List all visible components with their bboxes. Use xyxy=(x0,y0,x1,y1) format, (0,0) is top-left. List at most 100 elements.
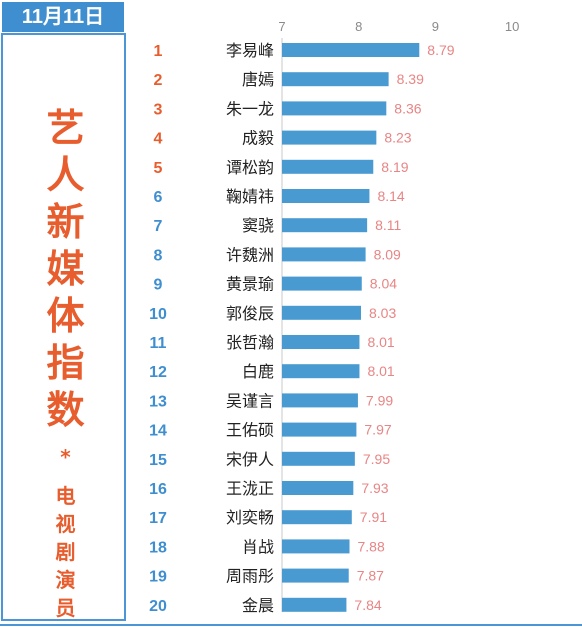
score-value-label: 7.99 xyxy=(366,392,393,408)
panel-subtitle-char: 演 xyxy=(55,568,76,592)
artist-name: 王佑硕 xyxy=(226,421,274,440)
panel-title-char: 数 xyxy=(46,388,85,432)
score-bar xyxy=(282,72,389,87)
rank-number: 14 xyxy=(149,423,167,440)
panel-subtitle-char: 剧 xyxy=(55,540,76,564)
rank-number: 20 xyxy=(149,598,167,615)
score-bar xyxy=(282,276,362,291)
rank-number: 2 xyxy=(154,72,163,89)
artist-name: 朱一龙 xyxy=(226,99,274,118)
rank-number: 11 xyxy=(150,335,167,352)
x-tick-label: 9 xyxy=(432,19,439,34)
x-tick-label: 10 xyxy=(505,19,519,34)
artist-name: 窦骁 xyxy=(242,216,274,235)
panel-subtitle: 电 视 剧 演 员 xyxy=(3,482,128,622)
score-bar xyxy=(282,364,360,379)
rank-number: 13 xyxy=(149,393,167,410)
score-value-label: 8.23 xyxy=(384,130,411,146)
score-value-label: 8.09 xyxy=(374,246,401,262)
rank-number: 19 xyxy=(149,569,167,586)
score-value-label: 8.04 xyxy=(370,276,397,292)
panel-subtitle-char: 视 xyxy=(55,512,76,536)
rank-number: 10 xyxy=(149,306,167,323)
bottom-border xyxy=(0,624,582,626)
score-bar xyxy=(282,130,377,145)
score-value-label: 8.79 xyxy=(427,42,454,58)
score-value-label: 8.01 xyxy=(367,334,394,350)
score-value-label: 8.39 xyxy=(397,71,424,87)
artist-name: 周雨彤 xyxy=(226,567,274,586)
rank-number: 6 xyxy=(154,189,163,206)
artist-name: 鞠婧祎 xyxy=(226,187,274,206)
score-value-label: 8.19 xyxy=(381,159,408,175)
score-bar xyxy=(282,597,347,612)
artist-name: 白鹿 xyxy=(242,362,274,381)
score-bar xyxy=(282,305,362,320)
rank-number: 12 xyxy=(149,364,167,381)
score-value-label: 7.97 xyxy=(364,422,391,438)
artist-name: 黄景瑜 xyxy=(226,275,274,294)
score-bar xyxy=(282,451,355,466)
artist-name: 金晨 xyxy=(242,596,274,615)
asterisk-mark: * xyxy=(60,445,71,469)
panel-subtitle-char: 员 xyxy=(55,596,76,620)
panel-title: 艺 人 新 媒 体 指 数 xyxy=(3,105,128,434)
score-value-label: 8.14 xyxy=(377,188,404,204)
x-tick-label: 7 xyxy=(278,19,285,34)
rank-number: 8 xyxy=(154,247,163,264)
score-value-label: 7.95 xyxy=(363,451,390,467)
rank-number: 17 xyxy=(149,510,167,527)
date-badge: 11月11日 xyxy=(2,2,124,32)
score-value-label: 7.87 xyxy=(357,568,384,584)
artist-name: 许魏洲 xyxy=(226,245,274,264)
score-bar xyxy=(282,422,357,437)
panel-title-char: 体 xyxy=(46,294,85,338)
panel-title-char: 人 xyxy=(46,153,85,197)
rank-number: 15 xyxy=(149,452,167,469)
score-bar xyxy=(282,247,366,262)
rank-number: 18 xyxy=(149,539,167,556)
score-value-label: 8.03 xyxy=(369,305,396,321)
score-bar xyxy=(282,101,387,116)
artist-name: 张哲瀚 xyxy=(226,333,274,352)
score-bar xyxy=(282,568,349,583)
panel-title-char: 媒 xyxy=(46,247,85,291)
score-value-label: 7.93 xyxy=(361,480,388,496)
score-bar xyxy=(282,510,352,525)
rank-number: 1 xyxy=(154,43,163,60)
score-bar xyxy=(282,43,420,57)
artist-name: 王泷正 xyxy=(226,479,274,498)
artist-name: 郭俊辰 xyxy=(226,304,274,323)
rank-number: 7 xyxy=(154,218,163,235)
score-value-label: 7.88 xyxy=(357,538,384,554)
artist-name: 刘奕畅 xyxy=(226,508,274,527)
score-bar xyxy=(282,189,370,203)
score-bar xyxy=(282,539,350,554)
panel-title-char: 指 xyxy=(46,341,85,385)
x-tick-label: 8 xyxy=(355,19,362,34)
artist-name: 李易峰 xyxy=(226,41,274,60)
artist-name: 肖战 xyxy=(242,537,274,556)
score-value-label: 8.11 xyxy=(375,217,401,233)
score-value-label: 7.84 xyxy=(354,597,381,613)
score-bar xyxy=(282,159,374,174)
score-bar xyxy=(282,335,360,349)
artist-name: 吴谨言 xyxy=(226,391,274,410)
panel-title-char: 艺 xyxy=(46,106,85,150)
artist-name: 谭松韵 xyxy=(226,158,274,177)
artist-name: 成毅 xyxy=(242,129,274,148)
rank-number: 16 xyxy=(149,481,167,498)
rank-number: 3 xyxy=(154,101,163,118)
rank-number: 9 xyxy=(154,277,163,294)
score-value-label: 8.36 xyxy=(394,100,421,116)
score-value-label: 8.01 xyxy=(367,363,394,379)
panel-title-char: 新 xyxy=(46,200,85,244)
score-bar xyxy=(282,481,354,495)
score-bar xyxy=(282,218,368,233)
score-bar xyxy=(282,393,358,408)
rank-number: 4 xyxy=(154,131,163,148)
artist-name: 唐嫣 xyxy=(242,70,274,89)
panel-subtitle-char: 电 xyxy=(55,484,76,508)
score-value-label: 7.91 xyxy=(360,509,387,525)
